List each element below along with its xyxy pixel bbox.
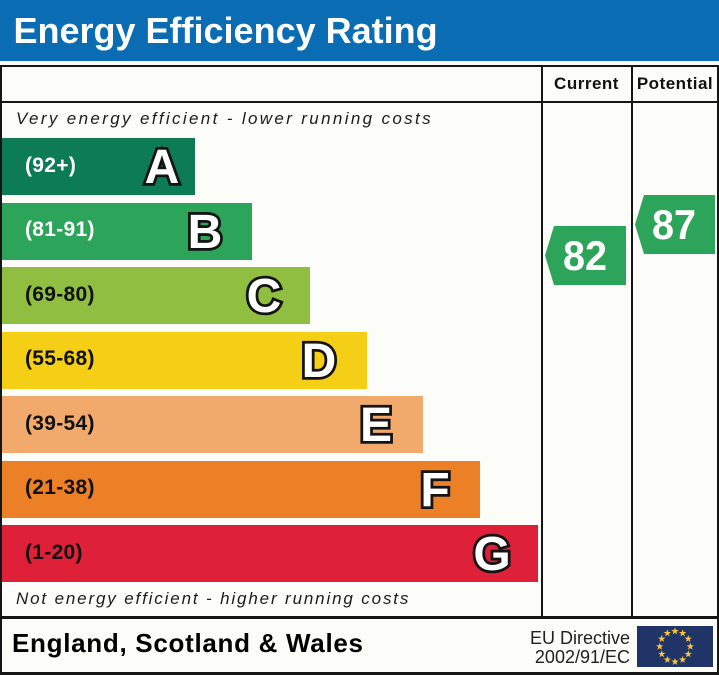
svg-text:F: F	[420, 464, 449, 517]
svg-text:G: G	[473, 528, 510, 581]
svg-text:D: D	[302, 335, 337, 388]
svg-text:82: 82	[563, 232, 607, 279]
svg-text:B: B	[187, 206, 222, 259]
svg-text:C: C	[246, 270, 281, 323]
svg-text:E: E	[359, 399, 391, 452]
svg-text:A: A	[145, 141, 180, 194]
svg-text:87: 87	[652, 201, 696, 248]
